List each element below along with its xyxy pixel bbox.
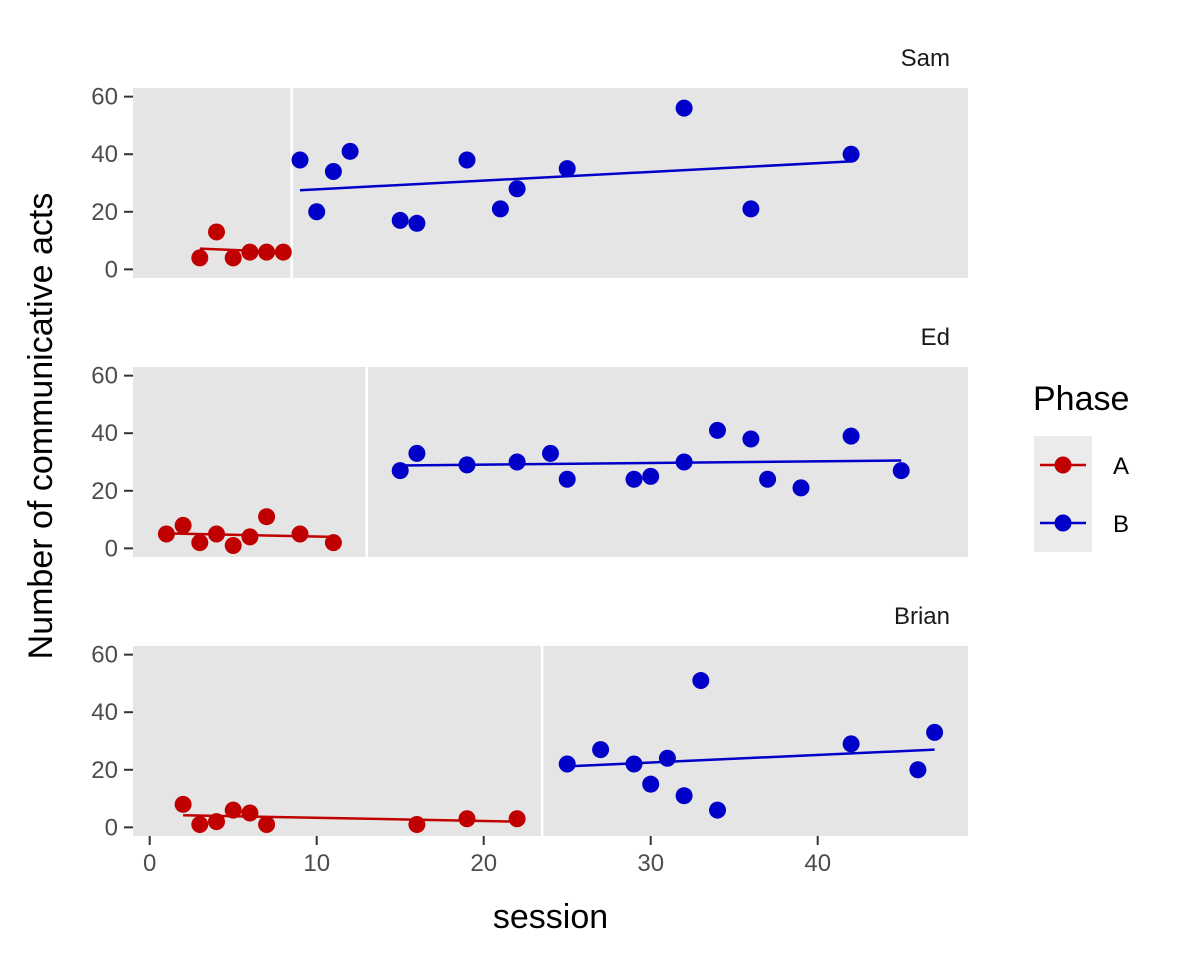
data-point-sam-phase-b: [675, 99, 693, 117]
data-point-brian-phase-a: [241, 804, 259, 822]
data-point-ed-phase-b: [408, 444, 426, 462]
data-point-ed-phase-a: [258, 508, 276, 526]
data-point-sam-phase-a: [224, 249, 242, 267]
data-point-brian-phase-a: [191, 815, 209, 833]
y-tick-label: 40: [91, 420, 118, 447]
trend-line-sam-phase-b: [299, 160, 852, 192]
data-point-ed-phase-b: [675, 453, 693, 471]
y-tick-label: 20: [91, 757, 118, 784]
data-point-ed-phase-b: [558, 470, 576, 488]
y-tick-label: 0: [105, 256, 118, 283]
y-tick-label: 0: [105, 814, 118, 841]
data-point-brian-phase-a: [174, 795, 192, 813]
data-point-ed-phase-b: [508, 453, 526, 471]
data-point-brian-phase-a: [408, 815, 426, 833]
y-tick-label: 40: [91, 699, 118, 726]
panel-background-brian: [133, 646, 968, 836]
data-point-brian-phase-b: [842, 735, 860, 753]
data-point-sam-phase-b: [508, 180, 526, 198]
data-point-ed-phase-b: [842, 427, 860, 445]
panel-label-ed: Ed: [921, 324, 950, 351]
data-point-sam-phase-b: [558, 160, 576, 178]
data-point-sam-phase-b: [324, 162, 342, 180]
data-point-ed-phase-a: [157, 525, 175, 543]
x-tick-label: 0: [143, 850, 156, 877]
data-point-brian-phase-a: [458, 810, 476, 828]
data-point-sam-phase-a: [241, 243, 259, 261]
data-point-ed-phase-b: [642, 467, 660, 485]
data-point-brian-phase-b: [558, 755, 576, 773]
legend-title: Phase: [1033, 380, 1129, 418]
y-tick-label: 20: [91, 199, 118, 226]
data-point-ed-phase-b: [792, 479, 810, 497]
x-tick-label: 20: [470, 850, 497, 877]
x-tick-label: 40: [804, 850, 831, 877]
data-point-sam-phase-b: [308, 203, 326, 221]
data-point-sam-phase-b: [408, 214, 426, 232]
y-tick-label: 60: [91, 363, 118, 390]
data-point-sam-phase-a: [258, 243, 276, 261]
data-point-sam-phase-b: [458, 151, 476, 169]
data-point-ed-phase-a: [241, 528, 259, 546]
data-point-sam-phase-a: [208, 223, 225, 241]
data-point-brian-phase-a: [208, 813, 225, 831]
data-point-brian-phase-a: [224, 801, 242, 819]
data-point-ed-phase-b: [458, 456, 476, 474]
y-tick-label: 0: [105, 535, 118, 562]
legend-key-point-b: [1054, 514, 1072, 532]
data-point-ed-phase-a: [191, 534, 209, 552]
data-point-brian-phase-b: [675, 787, 693, 805]
data-point-ed-phase-b: [742, 430, 760, 448]
data-point-ed-phase-b: [625, 470, 643, 488]
data-point-sam-phase-b: [742, 200, 760, 218]
x-tick-label: 10: [303, 850, 330, 877]
data-point-sam-phase-a: [274, 243, 292, 261]
y-tick-label: 60: [91, 642, 118, 669]
data-point-ed-phase-a: [291, 525, 309, 543]
data-point-ed-phase-b: [709, 421, 726, 439]
data-point-brian-phase-a: [508, 810, 526, 828]
data-point-ed-phase-a: [208, 525, 225, 543]
data-point-brian-phase-b: [592, 741, 610, 759]
data-point-brian-phase-b: [926, 723, 944, 741]
x-axis-title: session: [493, 898, 608, 936]
legend-label-b: B: [1113, 511, 1129, 538]
data-point-sam-phase-b: [341, 142, 359, 160]
data-point-brian-phase-b: [909, 761, 927, 779]
data-point-sam-phase-b: [491, 200, 509, 218]
data-point-brian-phase-b: [692, 672, 710, 690]
legend-label-a: A: [1113, 453, 1129, 480]
legend-key-point-a: [1054, 456, 1072, 474]
data-point-sam-phase-b: [842, 145, 860, 163]
data-point-brian-phase-b: [625, 755, 643, 773]
data-point-sam-phase-a: [191, 249, 209, 267]
data-point-brian-phase-b: [658, 749, 676, 767]
panel-background-sam: [133, 88, 968, 278]
panel-label-brian: Brian: [894, 603, 950, 630]
data-point-sam-phase-b: [291, 151, 309, 169]
data-point-brian-phase-b: [642, 775, 660, 793]
panel-label-sam: Sam: [901, 45, 950, 72]
data-point-ed-phase-b: [892, 462, 910, 480]
x-tick-label: 30: [637, 850, 664, 877]
data-point-ed-phase-a: [174, 516, 192, 534]
y-axis-title: Number of communicative acts: [22, 193, 60, 660]
y-tick-label: 60: [91, 84, 118, 111]
data-point-ed-phase-b: [542, 444, 559, 462]
data-point-ed-phase-b: [759, 470, 777, 488]
data-point-brian-phase-b: [709, 801, 726, 819]
data-point-ed-phase-a: [224, 536, 242, 554]
y-tick-label: 20: [91, 478, 118, 505]
data-point-ed-phase-b: [391, 462, 409, 480]
trend-line-ed-phase-b: [400, 459, 902, 467]
data-point-brian-phase-a: [258, 815, 276, 833]
data-point-ed-phase-a: [324, 534, 342, 552]
data-point-sam-phase-b: [391, 211, 409, 229]
y-tick-label: 40: [91, 141, 118, 168]
